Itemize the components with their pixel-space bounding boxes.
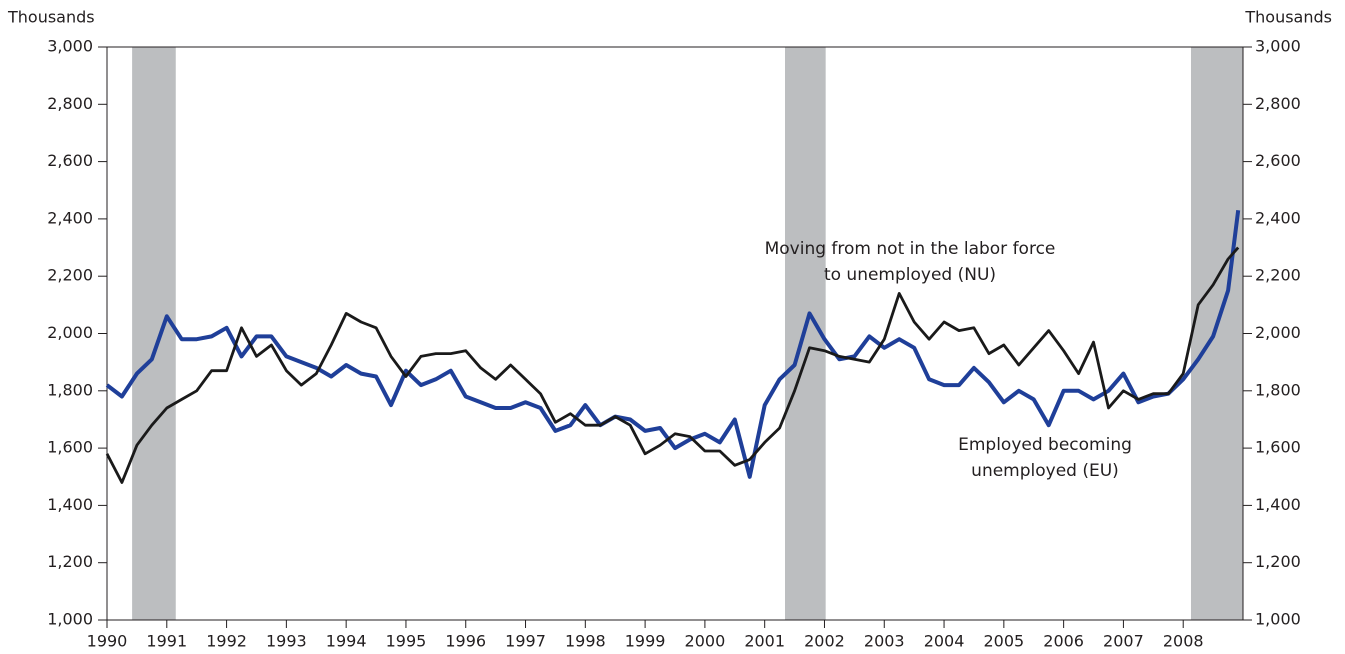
x-tick-label: 1994 — [326, 632, 367, 651]
y2-tick-label: 1,400 — [1255, 495, 1301, 514]
y-tick-label: 3,000 — [47, 37, 93, 56]
x-tick-label: 2002 — [804, 632, 845, 651]
y2-tick-label: 2,400 — [1255, 208, 1301, 227]
annotation: to unemployed (NU) — [824, 265, 996, 285]
y2-tick-label: 2,800 — [1255, 94, 1301, 113]
y2-tick-label: 2,200 — [1255, 266, 1301, 285]
y2-tick-label: 1,600 — [1255, 438, 1301, 457]
recession-band — [1190, 47, 1243, 620]
x-tick-label: 2005 — [983, 632, 1024, 651]
x-tick-label: 2003 — [864, 632, 905, 651]
x-tick-label: 2000 — [685, 632, 726, 651]
y-tick-label: 2,600 — [47, 151, 93, 170]
y2-axis-label: Thousands — [1244, 8, 1332, 27]
x-tick-label: 2001 — [744, 632, 785, 651]
y-tick-label: 1,400 — [47, 495, 93, 514]
y2-tick-label: 1,800 — [1255, 380, 1301, 399]
x-tick-label: 1996 — [445, 632, 486, 651]
y-tick-label: 2,400 — [47, 208, 93, 227]
y-tick-label: 1,000 — [47, 610, 93, 629]
y2-tick-label: 1,000 — [1255, 610, 1301, 629]
y-axis-label: Thousands — [7, 8, 95, 27]
x-tick-label: 1995 — [386, 632, 427, 651]
plot-frame — [106, 46, 1244, 621]
x-tick-label: 1991 — [146, 632, 187, 651]
y-tick-label: 2,200 — [47, 266, 93, 285]
y-tick-label: 2,800 — [47, 94, 93, 113]
series-line — [105, 246, 1240, 484]
y-tick-label: 2,000 — [47, 323, 93, 342]
y2-tick-label: 2,000 — [1255, 323, 1301, 342]
y2-tick-label: 1,200 — [1255, 552, 1301, 571]
x-tick-label: 2004 — [924, 632, 965, 651]
y-tick-label: 1,800 — [47, 380, 93, 399]
annotation: Moving from not in the labor force — [765, 239, 1056, 259]
x-tick-label: 2007 — [1103, 632, 1144, 651]
annotation: Employed becoming — [958, 435, 1132, 455]
x-tick-label: 1999 — [625, 632, 666, 651]
x-tick-label: 2006 — [1043, 632, 1084, 651]
x-tick-label: 1992 — [206, 632, 247, 651]
y2-tick-label: 2,600 — [1255, 151, 1301, 170]
x-tick-label: 1997 — [505, 632, 546, 651]
x-tick-label: 1990 — [87, 632, 128, 651]
y2-tick-label: 3,000 — [1255, 37, 1301, 56]
y-tick-label: 1,200 — [47, 552, 93, 571]
series-line — [105, 210, 1241, 479]
recession-band — [132, 47, 176, 620]
annotation: unemployed (EU) — [971, 461, 1119, 481]
x-tick-label: 2008 — [1163, 632, 1204, 651]
y-tick-label: 1,600 — [47, 438, 93, 457]
x-tick-label: 1993 — [266, 632, 307, 651]
x-tick-label: 1998 — [565, 632, 606, 651]
